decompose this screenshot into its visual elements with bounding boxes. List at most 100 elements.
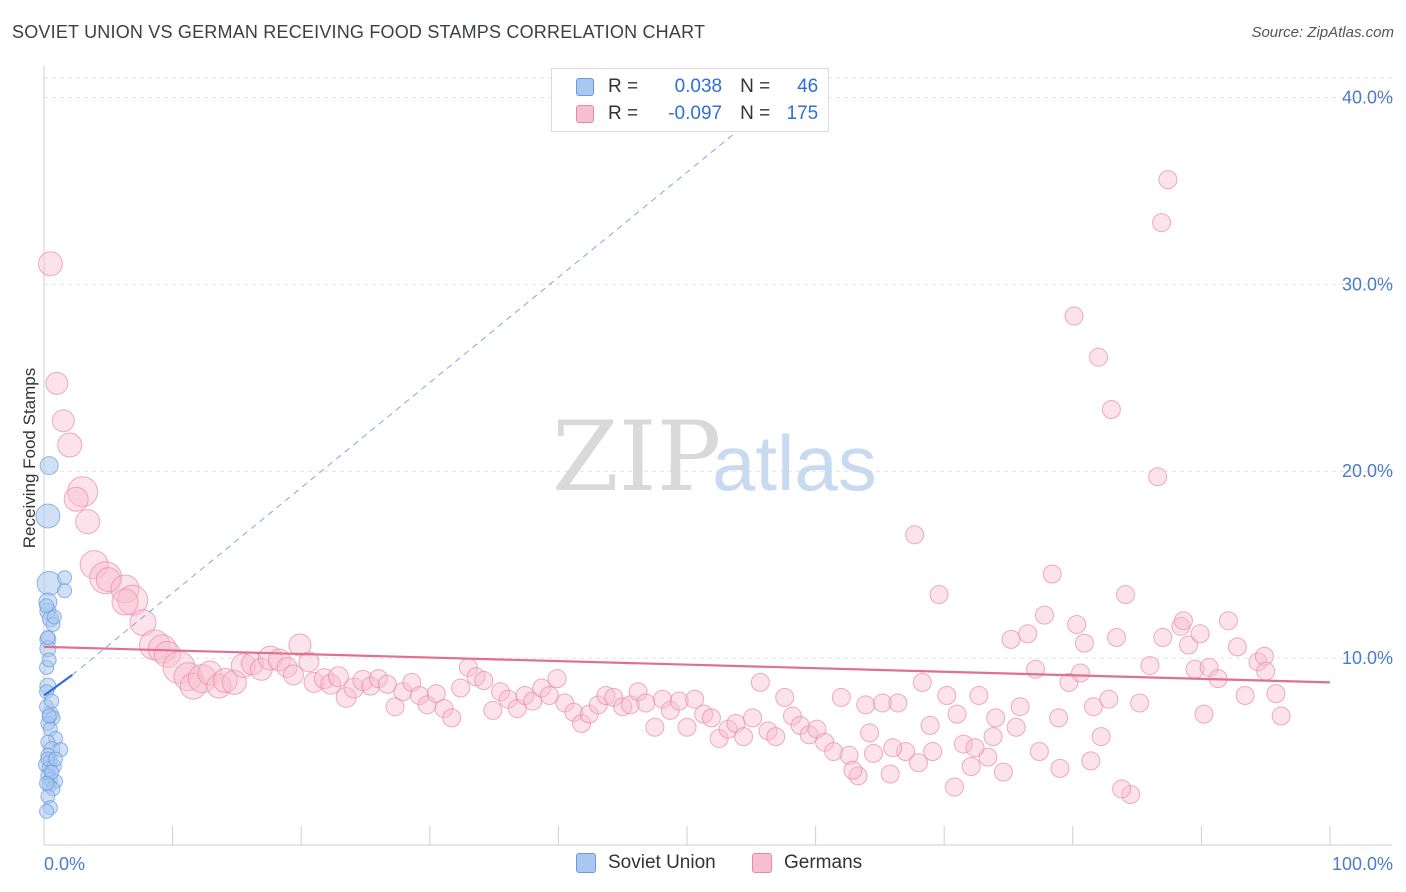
data-point bbox=[1091, 727, 1111, 747]
data-point bbox=[298, 651, 320, 673]
soviet-union-swatch bbox=[576, 853, 596, 873]
data-point bbox=[628, 682, 648, 702]
data-point bbox=[669, 691, 689, 711]
n-value: 175 bbox=[786, 103, 819, 124]
data-point bbox=[653, 689, 673, 709]
data-point bbox=[57, 432, 83, 458]
legend-label: Soviet Union bbox=[608, 852, 716, 873]
data-point bbox=[1026, 659, 1046, 679]
data-point bbox=[343, 677, 365, 699]
watermark-atlas: atlas bbox=[712, 419, 877, 507]
data-point bbox=[1148, 467, 1168, 487]
data-point bbox=[361, 676, 381, 696]
data-point bbox=[1116, 585, 1136, 605]
data-point bbox=[1035, 605, 1055, 625]
data-point bbox=[197, 660, 223, 686]
data-point bbox=[1153, 628, 1173, 648]
data-point bbox=[564, 702, 584, 722]
data-point bbox=[1006, 717, 1026, 737]
data-point bbox=[685, 689, 705, 709]
data-point bbox=[368, 669, 388, 689]
data-point bbox=[937, 685, 957, 705]
soviet-union-swatch bbox=[576, 78, 594, 96]
data-point bbox=[523, 691, 543, 711]
trend-line bbox=[71, 87, 791, 676]
r-value: 0.038 bbox=[674, 76, 723, 97]
data-point bbox=[701, 708, 721, 728]
data-point bbox=[1074, 633, 1094, 653]
data-point bbox=[1064, 306, 1084, 326]
series-legend: Soviet Union Germans bbox=[0, 852, 1406, 878]
data-point bbox=[883, 738, 903, 758]
data-point bbox=[515, 685, 535, 705]
data-point bbox=[1152, 213, 1172, 233]
data-point bbox=[613, 697, 633, 717]
data-point bbox=[986, 708, 1006, 728]
x-tick-label: 0.0% bbox=[44, 854, 85, 874]
data-point bbox=[51, 409, 75, 433]
data-point bbox=[766, 727, 786, 747]
data-point bbox=[896, 742, 916, 762]
data-point bbox=[95, 567, 121, 593]
data-point bbox=[860, 723, 880, 743]
data-point bbox=[923, 742, 943, 762]
data-point bbox=[969, 685, 989, 705]
data-point bbox=[1112, 779, 1132, 799]
data-point bbox=[40, 630, 56, 646]
data-point bbox=[48, 751, 64, 767]
data-point bbox=[1227, 637, 1247, 657]
legend-row-soviet-union: R = 0.038 N = 46 bbox=[576, 75, 818, 99]
data-point bbox=[153, 640, 181, 668]
n-label: N = bbox=[740, 76, 771, 97]
n-label: N = bbox=[740, 103, 771, 124]
data-point bbox=[1190, 624, 1210, 644]
data-point bbox=[872, 693, 892, 713]
trend-lines bbox=[43, 87, 1331, 697]
data-point bbox=[743, 708, 763, 728]
data-point bbox=[636, 693, 656, 713]
data-point bbox=[734, 727, 754, 747]
data-point bbox=[547, 669, 567, 689]
data-point bbox=[758, 721, 778, 741]
data-point bbox=[35, 503, 61, 529]
data-point bbox=[839, 745, 859, 765]
data-point bbox=[46, 609, 62, 625]
data-point bbox=[1081, 751, 1101, 771]
data-point bbox=[645, 717, 665, 737]
data-point bbox=[39, 598, 55, 614]
data-point bbox=[961, 757, 981, 776]
data-point bbox=[483, 700, 503, 720]
data-point bbox=[1130, 693, 1150, 713]
data-point bbox=[953, 734, 973, 754]
legend-label: Germans bbox=[784, 852, 863, 873]
data-point bbox=[1254, 646, 1274, 666]
data-point bbox=[539, 685, 559, 705]
data-point bbox=[1256, 661, 1276, 681]
data-point bbox=[750, 672, 770, 692]
data-point bbox=[1042, 564, 1062, 584]
y-tick-labels: 10.0% 20.0% 30.0% 40.0% bbox=[1342, 87, 1393, 668]
data-point bbox=[848, 766, 868, 786]
data-point bbox=[1050, 758, 1070, 778]
data-point bbox=[41, 652, 57, 668]
data-point bbox=[1271, 706, 1291, 726]
data-point bbox=[1018, 624, 1038, 644]
n-value: 46 bbox=[797, 76, 819, 97]
data-point bbox=[978, 747, 998, 767]
data-point bbox=[965, 738, 985, 758]
data-point bbox=[442, 708, 462, 728]
data-point bbox=[1173, 611, 1193, 631]
germans-swatch bbox=[576, 105, 594, 123]
data-point bbox=[451, 678, 471, 698]
data-point bbox=[41, 708, 57, 724]
data-point bbox=[983, 727, 1003, 747]
data-point bbox=[1010, 697, 1030, 717]
data-point bbox=[44, 693, 60, 709]
data-point bbox=[888, 693, 908, 713]
data-point bbox=[1067, 614, 1087, 634]
data-point bbox=[57, 583, 73, 599]
data-point bbox=[1107, 628, 1127, 648]
legend-item-soviet-union: Soviet Union bbox=[576, 852, 716, 874]
x-tick-label: 100.0% bbox=[1332, 854, 1393, 874]
data-point bbox=[491, 682, 511, 702]
